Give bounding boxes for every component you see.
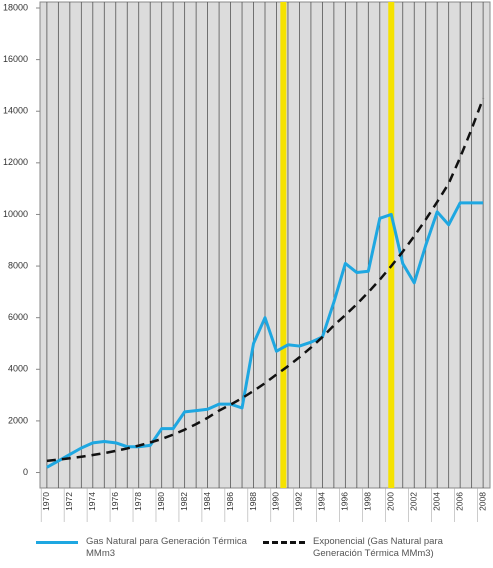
x-tick-label: 1994 (317, 492, 327, 511)
chart: 1970 1972 1974 1976 1978 1980 1982 1984 1986 1988… (3, 1, 491, 522)
x-tick-label: 1984 (202, 492, 212, 511)
y-tick-label: 2000 (8, 415, 28, 425)
y-tick-label: 14000 (3, 106, 28, 116)
y-tick-label: 4000 (8, 364, 28, 374)
x-tick-label: 1972 (64, 492, 74, 511)
x-tick-label: 1980 (156, 492, 166, 511)
x-tick-label: 2008 (477, 492, 487, 511)
y-tick-label: 8000 (8, 260, 28, 270)
series-line (46, 97, 485, 463)
x-tick-label: 2000 (386, 492, 396, 511)
legend-label: Gas Natural para Generación Térmica MMm3 (86, 536, 247, 559)
series-line (46, 201, 484, 469)
x-tick-label: 2006 (454, 492, 464, 511)
legend-label: Exponencial (Gas Natural para Generación… (313, 536, 443, 559)
x-tick-label: 2004 (431, 492, 441, 511)
x-tick-label: 1988 (248, 492, 258, 511)
y-tick-label: 6000 (8, 312, 28, 322)
y-tick-label: 18000 (3, 2, 28, 12)
y-tick-label: 16000 (3, 54, 28, 64)
y-tick-label: 0 (23, 467, 28, 477)
x-tick-label: 1976 (110, 492, 120, 511)
legend-swatch (36, 541, 78, 544)
highlight-band (388, 2, 395, 488)
x-tick-label: 1996 (340, 492, 350, 511)
x-tick-label: 1986 (225, 492, 235, 511)
x-tick-label: 1978 (133, 492, 143, 511)
x-tick-label: 1970 (41, 492, 51, 511)
x-tick-label: 1998 (363, 492, 373, 511)
x-tick-label: 1974 (87, 492, 97, 511)
x-tick-label: 1990 (271, 492, 281, 511)
legend-swatch (263, 541, 305, 544)
x-tick-label: 1982 (179, 492, 189, 511)
highlight-band (280, 2, 287, 488)
y-tick-label: 10000 (3, 209, 28, 219)
x-tick-label: 1992 (294, 492, 304, 511)
y-tick-label: 12000 (3, 157, 28, 167)
x-tick-label: 2002 (408, 492, 418, 511)
